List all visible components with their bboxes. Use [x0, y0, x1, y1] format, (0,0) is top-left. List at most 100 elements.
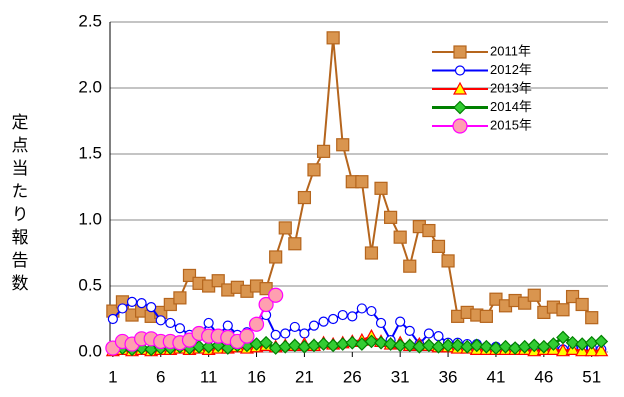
marker: [328, 313, 339, 325]
marker: [337, 309, 348, 321]
x-tick-label: 41: [486, 367, 505, 386]
marker: [299, 328, 310, 339]
marker: [318, 316, 329, 327]
y-tick-label: 2.0: [78, 77, 102, 96]
marker: [173, 291, 187, 305]
x-tick-label: 16: [247, 367, 266, 386]
x-tick-label: 6: [156, 367, 165, 386]
marker: [117, 303, 128, 314]
x-tick-label: 31: [391, 367, 410, 386]
marker: [326, 31, 340, 45]
marker: [594, 334, 609, 349]
series: [105, 287, 284, 356]
marker: [479, 309, 493, 323]
marker: [565, 335, 580, 350]
marker: [441, 254, 455, 268]
marker: [556, 330, 570, 345]
marker: [433, 331, 444, 342]
marker: [555, 343, 570, 357]
y-tick-label: 0.0: [78, 341, 102, 360]
marker: [423, 328, 435, 339]
legend-label: 2012年: [490, 62, 532, 77]
y-tick-label: 1.5: [78, 143, 102, 162]
x-tick-label: 51: [582, 367, 601, 386]
marker: [575, 297, 589, 312]
marker: [383, 337, 398, 351]
legend-marker: [452, 81, 468, 95]
marker: [174, 323, 186, 334]
marker: [136, 298, 147, 309]
marker: [356, 303, 367, 314]
marker: [222, 320, 233, 331]
marker: [479, 339, 494, 354]
marker: [393, 230, 407, 244]
marker: [280, 328, 291, 339]
marker: [107, 313, 118, 325]
marker: [270, 329, 281, 340]
marker: [366, 305, 377, 317]
marker: [355, 175, 369, 189]
marker: [527, 288, 541, 302]
marker: [146, 302, 157, 313]
legend-label: 2014年: [490, 99, 532, 114]
marker: [316, 337, 331, 351]
marker: [307, 163, 321, 177]
marker: [431, 239, 446, 253]
marker: [556, 303, 570, 317]
marker: [316, 144, 331, 158]
y-axis-label: 定点当たり報告数: [9, 113, 29, 297]
marker: [374, 181, 388, 195]
marker: [288, 237, 302, 251]
x-tick-label: 21: [295, 367, 314, 386]
marker: [404, 325, 415, 336]
marker: [402, 338, 417, 353]
marker: [278, 221, 292, 235]
x-tick-label: 46: [534, 367, 553, 386]
marker: [364, 246, 379, 260]
legend-marker: [453, 45, 467, 59]
y-tick-label: 1.0: [78, 209, 102, 228]
marker: [450, 338, 465, 353]
marker: [239, 328, 255, 344]
marker: [287, 338, 302, 353]
legend-marker: [453, 100, 467, 115]
legend-label: 2013年: [490, 80, 532, 95]
marker: [395, 316, 406, 327]
marker: [594, 343, 609, 357]
marker: [126, 296, 138, 307]
marker: [498, 339, 513, 354]
marker: [345, 335, 360, 350]
marker: [308, 320, 320, 331]
marker: [248, 316, 265, 332]
marker: [155, 315, 166, 326]
marker: [527, 338, 542, 353]
marker: [258, 296, 274, 313]
legend-marker: [452, 118, 468, 134]
y-tick-label: 2.5: [78, 11, 102, 30]
marker: [422, 223, 436, 238]
marker: [364, 334, 379, 349]
marker: [259, 335, 273, 350]
x-tick-label: 11: [200, 367, 218, 386]
legend-label: 2015年: [490, 117, 532, 132]
series: [106, 31, 599, 325]
x-tick-label: 1: [108, 367, 117, 386]
marker: [422, 338, 436, 353]
legend-label: 2011年: [490, 43, 531, 58]
marker: [403, 259, 417, 273]
marker: [441, 338, 455, 353]
marker: [546, 337, 561, 351]
marker: [336, 138, 350, 152]
y-tick-label: 0.5: [78, 275, 102, 294]
marker: [203, 317, 214, 329]
marker: [584, 343, 599, 357]
marker: [375, 317, 387, 329]
marker: [347, 311, 358, 322]
marker: [393, 338, 408, 353]
marker: [297, 190, 312, 205]
marker: [268, 287, 284, 303]
marker: [384, 210, 398, 224]
marker: [374, 335, 388, 350]
marker: [469, 338, 484, 353]
